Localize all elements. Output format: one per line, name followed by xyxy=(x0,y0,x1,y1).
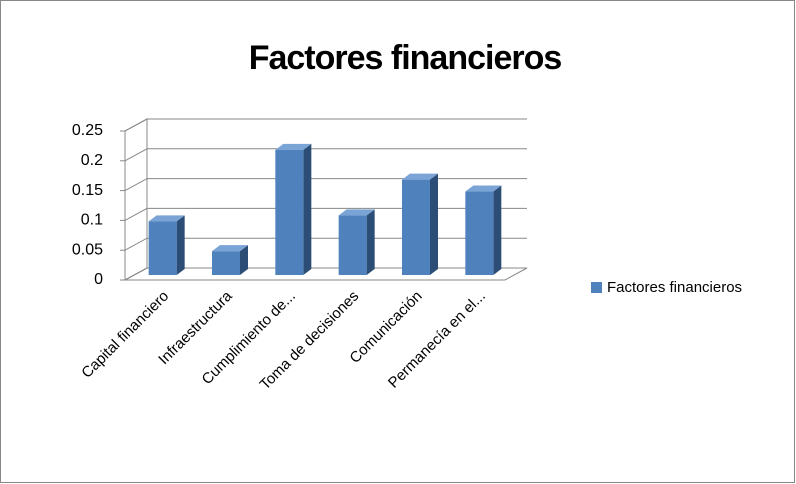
y-tick-label: 0.15 xyxy=(72,182,103,199)
bar-side xyxy=(176,215,185,275)
chart-title: Factores financieros xyxy=(249,39,562,77)
bar-side xyxy=(240,245,248,275)
y-tick-label: 0.25 xyxy=(72,122,103,139)
bar-side xyxy=(366,209,375,275)
bar-front xyxy=(275,149,304,275)
y-tick-label: 0 xyxy=(94,271,103,288)
bar-side xyxy=(430,173,438,275)
legend-swatch xyxy=(591,282,602,293)
legend-label: Factores financieros xyxy=(607,279,742,296)
bar-top xyxy=(275,143,312,150)
y-tick-label: 0.2 xyxy=(81,152,103,169)
bar-top xyxy=(402,173,438,180)
bar-side xyxy=(493,185,502,275)
bar-top xyxy=(212,245,248,252)
grid-line xyxy=(124,267,527,281)
grid-line xyxy=(124,148,527,162)
grid-line xyxy=(124,118,527,132)
bar-top xyxy=(338,209,375,216)
y-tick-label: 0.05 xyxy=(72,241,103,258)
bar xyxy=(465,185,502,275)
grid-line xyxy=(124,237,527,251)
bar xyxy=(402,173,438,275)
bar-front xyxy=(402,179,430,275)
bar-front xyxy=(465,191,494,275)
y-tick-label: 0.1 xyxy=(81,212,103,229)
bar-top xyxy=(148,215,185,222)
bar-front xyxy=(148,221,177,275)
grid-line xyxy=(124,178,527,192)
bar-top xyxy=(465,185,502,192)
bar xyxy=(275,143,312,275)
grid-line xyxy=(124,207,527,221)
bar-front xyxy=(338,215,367,275)
bar xyxy=(338,209,375,275)
bar-side xyxy=(303,143,312,275)
bar xyxy=(148,215,185,275)
bar xyxy=(212,245,248,275)
bar-front xyxy=(212,251,240,275)
